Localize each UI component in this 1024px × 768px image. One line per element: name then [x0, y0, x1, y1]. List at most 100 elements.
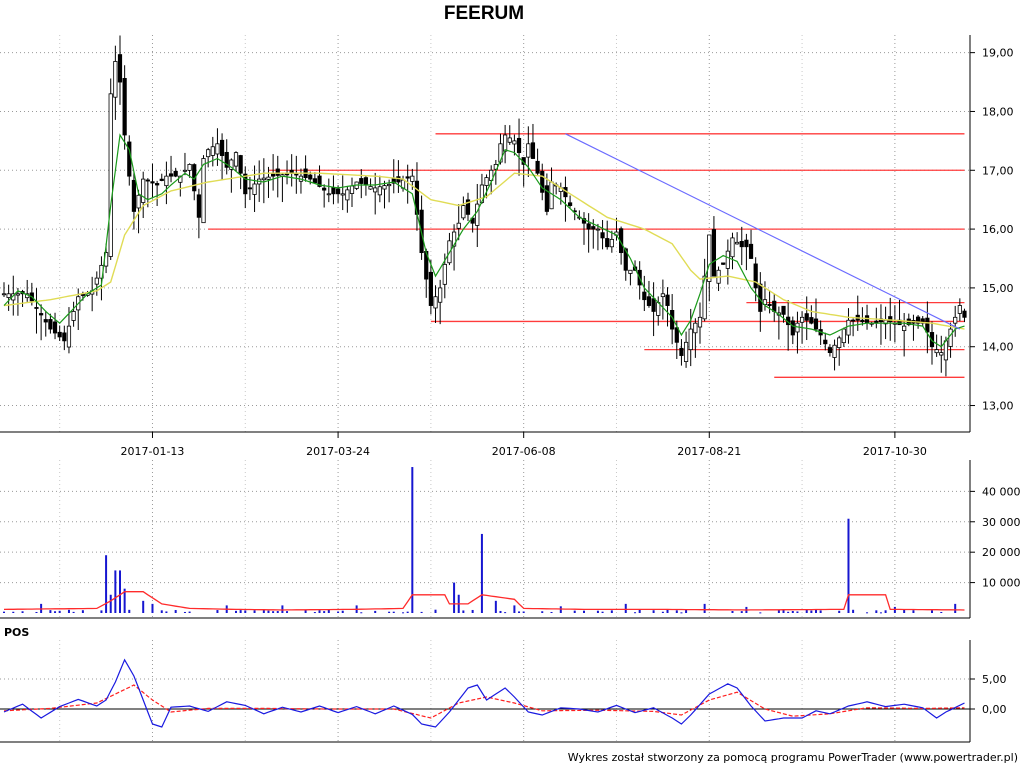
volume-bar	[866, 612, 869, 614]
candle-body	[335, 188, 341, 195]
candle-body	[860, 319, 865, 323]
candle-body	[595, 228, 601, 231]
volume-bar	[522, 611, 525, 613]
candle-body	[465, 199, 471, 215]
candle-body	[34, 307, 39, 309]
candle-body	[113, 61, 118, 98]
date-tick-label: 2017-03-24	[306, 445, 370, 458]
candle-body	[567, 202, 573, 206]
price-y-ticks: 19,00 18,00 17,00 16,00 15,00 14,00 13,00	[970, 47, 1014, 413]
candle-body	[748, 243, 754, 259]
volume-bar	[313, 612, 316, 614]
candle-body	[349, 185, 355, 194]
volume-bar	[879, 612, 882, 614]
candle-body	[693, 322, 698, 334]
volume-bar	[119, 570, 121, 613]
volume-bar	[337, 611, 340, 613]
candle-body	[433, 296, 438, 309]
candle-body	[219, 139, 225, 156]
candle-body	[721, 262, 726, 265]
candle-body	[62, 332, 67, 342]
candle-body	[781, 305, 786, 315]
date-tick-label: 2017-01-13	[121, 445, 185, 458]
pos-line	[3, 658, 965, 728]
volume-bar	[462, 610, 465, 613]
support-resistance-lines	[208, 133, 965, 378]
pos-signal-line	[3, 684, 965, 719]
price-y-tick-label: 14,00	[982, 341, 1014, 354]
volume-bar	[128, 609, 131, 613]
candle-body	[841, 328, 846, 344]
candle-body	[744, 239, 749, 248]
candle-body	[317, 175, 322, 187]
candle-body	[173, 170, 178, 177]
candle-body	[549, 181, 554, 210]
candle-body	[438, 287, 443, 303]
candle-body	[915, 316, 921, 324]
volume-bar	[174, 610, 177, 613]
date-tick-label: 2017-06-08	[492, 445, 556, 458]
candle-body	[294, 173, 299, 176]
candle-body	[767, 304, 772, 306]
volume-bar	[661, 611, 664, 613]
volume-bar	[652, 610, 655, 613]
volume-bar	[360, 612, 363, 614]
volume-bar	[281, 605, 284, 613]
volume-bar	[847, 518, 850, 613]
candle-body	[707, 234, 712, 282]
volume-bar	[541, 611, 544, 613]
candle-body	[475, 203, 480, 226]
candle-body	[540, 170, 545, 193]
candle-body	[308, 174, 313, 180]
candle-body	[94, 277, 99, 285]
candle-body	[962, 310, 967, 318]
candle-body	[530, 142, 536, 159]
candle-body	[196, 194, 201, 218]
candle-body	[410, 175, 415, 182]
candle-body	[948, 328, 953, 347]
volume-bar	[276, 611, 279, 613]
candle-body	[943, 340, 949, 361]
candle-body	[799, 316, 805, 323]
candle-body	[331, 187, 336, 195]
volume-bar	[634, 612, 637, 614]
candle-body	[48, 319, 53, 330]
candle-body	[827, 347, 833, 354]
volume-bar	[810, 610, 813, 613]
candle-body	[340, 193, 345, 196]
volume-bar	[67, 609, 70, 613]
volume-bar	[666, 609, 669, 613]
volume-bar	[513, 605, 516, 613]
candle-body	[66, 325, 72, 348]
price-y-tick-label: 18,00	[982, 105, 1014, 118]
price-y-tick-label: 13,00	[982, 400, 1014, 413]
volume-bar	[3, 611, 5, 613]
candle-body	[428, 271, 433, 306]
candle-body	[790, 320, 795, 336]
volume-bar	[327, 609, 330, 613]
candle-body	[150, 181, 155, 184]
volume-bar	[601, 611, 604, 613]
candle-body	[405, 176, 410, 179]
volume-bar	[235, 610, 237, 613]
candle-body	[373, 187, 378, 193]
moving-average-lines	[3, 133, 965, 348]
candle-body	[43, 319, 48, 323]
volume-bar	[72, 611, 75, 613]
volume-bar	[518, 611, 521, 613]
candle-body	[382, 185, 387, 190]
candle-body	[261, 177, 266, 181]
date-axis-ticks: 2017-01-13 2017-03-24 2017-06-08 2017-08-21…	[121, 432, 927, 458]
volume-bar	[805, 609, 808, 613]
candle-body	[939, 352, 944, 356]
candle-body	[711, 229, 717, 277]
pos-panel-label: POS	[4, 626, 29, 639]
volume-bar	[239, 610, 242, 613]
candle-body	[215, 143, 220, 155]
sma-short-line	[3, 133, 965, 348]
candle-body	[507, 137, 512, 143]
candle-body	[442, 263, 447, 285]
candle-body	[702, 275, 707, 320]
candle-body	[210, 146, 215, 156]
